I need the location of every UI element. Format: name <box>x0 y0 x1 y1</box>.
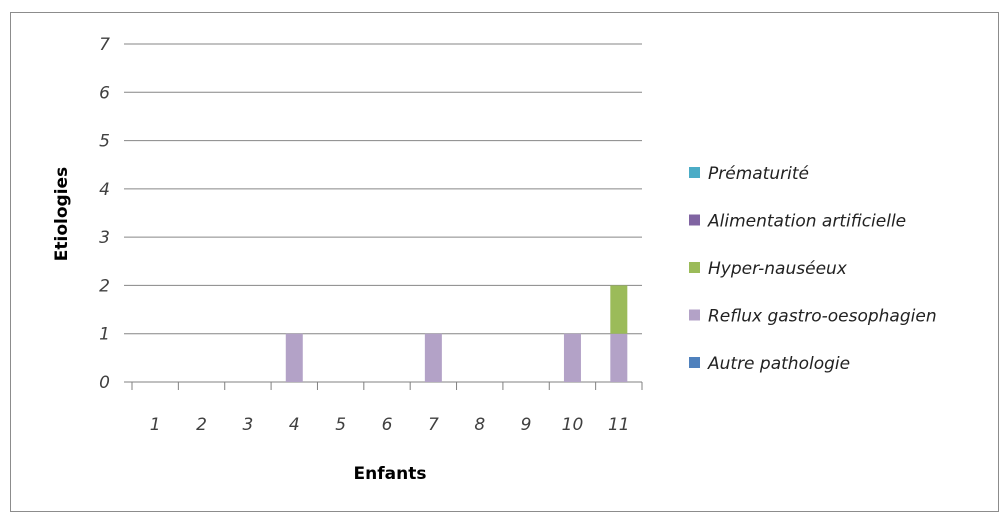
bar-segment <box>563 333 581 382</box>
gridlines <box>124 43 643 390</box>
x-tick-label: 7 <box>428 415 439 435</box>
bar-segment <box>610 333 628 382</box>
x-tick-label: 2 <box>196 415 207 435</box>
x-axis-title: Enfants <box>354 464 427 484</box>
y-tick-label: 6 <box>99 83 110 103</box>
legend-swatch <box>689 167 700 178</box>
y-tick-label: 5 <box>99 132 110 152</box>
legend-label: Hyper-nauséeux <box>708 259 848 279</box>
x-tick-labels: 1 2 3 4 5 6 7 8 9 10 11 <box>150 415 630 435</box>
y-tick-label: 2 <box>99 276 110 296</box>
x-tick-label: 4 <box>289 415 300 435</box>
bar-segment <box>424 333 442 382</box>
legend-label: Reflux gastro-oesophagien <box>708 307 937 327</box>
x-tick-label: 10 <box>562 415 584 435</box>
y-tick-label: 0 <box>99 373 110 393</box>
bars <box>285 285 628 382</box>
x-tick-label: 9 <box>521 415 532 435</box>
legend-swatch <box>689 214 700 226</box>
y-tick-label: 7 <box>99 35 110 55</box>
legend-swatch <box>689 262 700 273</box>
legend-swatch <box>689 357 700 368</box>
x-tick-label: 3 <box>242 415 253 435</box>
bar-segment <box>610 285 628 334</box>
legend-swatch <box>689 309 700 321</box>
x-tick-label: 1 <box>150 415 161 435</box>
x-tick-label: 11 <box>608 415 630 435</box>
y-axis-title: Etiologies <box>52 167 72 261</box>
y-tick-label: 1 <box>99 325 110 345</box>
legend: Prématurité Alimentation artificielle Hype… <box>689 164 937 374</box>
x-tick-label: 8 <box>474 415 485 435</box>
legend-label: Alimentation artificielle <box>707 212 906 232</box>
legend-label: Prématurité <box>708 164 809 184</box>
y-tick-labels: 0 1 2 3 4 5 6 7 <box>99 35 110 393</box>
chart-area <box>10 12 999 512</box>
y-tick-label: 4 <box>99 180 110 200</box>
bar-segment <box>285 333 303 382</box>
x-tick-label: 6 <box>382 415 393 435</box>
x-tick-label: 5 <box>335 415 346 435</box>
legend-label: Autre pathologie <box>707 354 850 374</box>
y-tick-label: 3 <box>99 228 110 248</box>
